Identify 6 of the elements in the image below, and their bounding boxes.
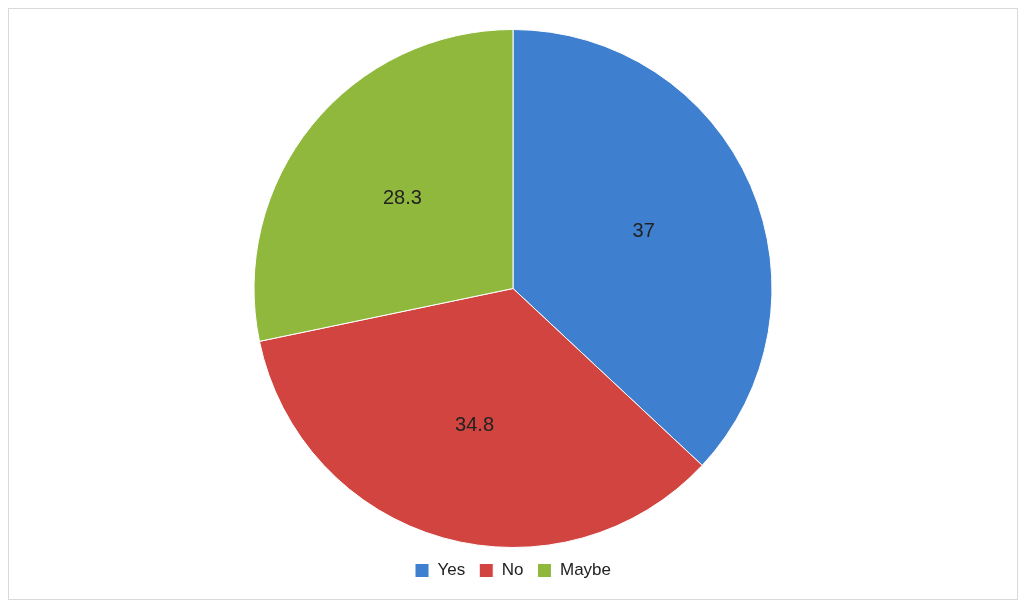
data-label: 37 — [632, 219, 655, 242]
legend-label: Yes — [437, 560, 466, 580]
data-label: 34.8 — [455, 413, 495, 436]
legend-label: Maybe — [559, 560, 611, 580]
legend-label: No — [501, 560, 524, 580]
data-label: 28.3 — [383, 186, 422, 209]
